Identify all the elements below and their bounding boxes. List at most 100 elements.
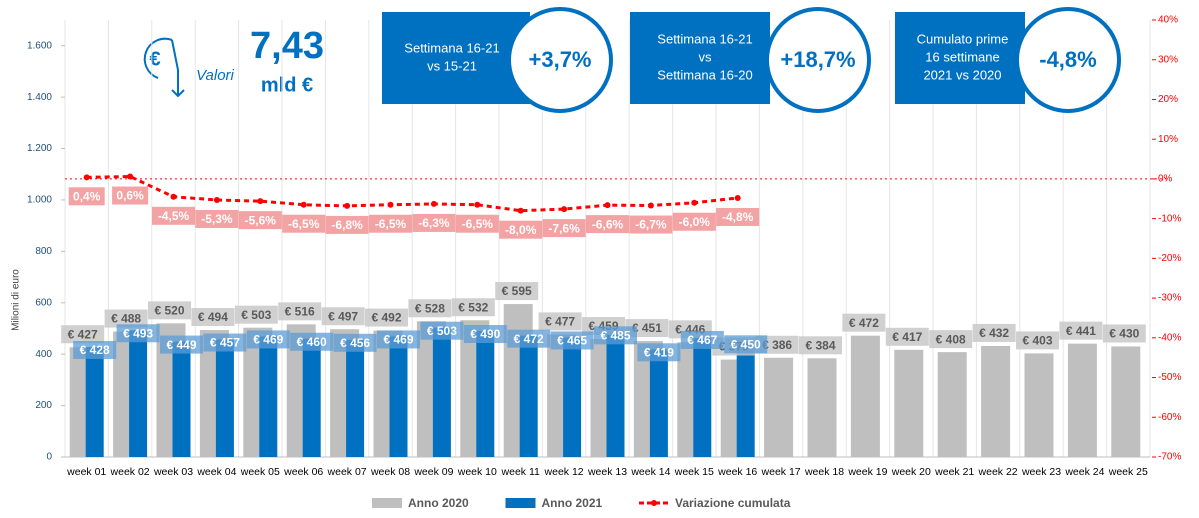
x-tick-label: week 23 (1021, 466, 1061, 478)
data-label-box (672, 212, 716, 231)
x-tick-label: week 19 (847, 466, 887, 478)
kpi-text: Settimana 16-21 (657, 31, 752, 46)
kpi-text: vs 15-21 (427, 58, 477, 73)
data-label: € 485 (600, 328, 630, 342)
kpi-text: Cumulato prime (917, 31, 1009, 46)
data-label: -6,5% (288, 217, 320, 231)
x-tick-label: week 09 (413, 466, 453, 478)
data-label: € 428 (80, 343, 110, 357)
legend-swatch (505, 498, 536, 508)
data-label: € 469 (383, 333, 413, 347)
kpi-box (382, 12, 530, 104)
data-label: € 427 (68, 327, 98, 341)
data-label-box (507, 329, 551, 348)
y-axis-label: Milioni di euro (11, 269, 22, 331)
data-label-box (594, 326, 637, 345)
bar (563, 337, 582, 457)
data-label-box (629, 215, 673, 234)
kpi-value: -4,8% (1039, 47, 1096, 72)
headline-caption: Valori (196, 67, 234, 84)
x-tick-label: week 21 (934, 466, 974, 478)
data-label-box (724, 335, 768, 354)
data-label: € 451 (632, 321, 662, 335)
bar (259, 336, 278, 457)
x-tick-label: week 16 (717, 466, 757, 478)
bar (764, 357, 794, 457)
legend-swatch (372, 498, 402, 508)
data-label: -4,8% (722, 210, 754, 224)
y-tick-label: 1.000 (27, 195, 52, 206)
bar (736, 341, 755, 457)
y-tick-label: 800 (35, 246, 52, 257)
x-tick-label: week 10 (457, 466, 497, 478)
legend-label: Variazione cumulata (675, 496, 791, 510)
data-label-box (116, 324, 160, 343)
data-label-box (929, 330, 973, 349)
data-label-box (495, 282, 539, 301)
euro-icon: € (143, 37, 185, 98)
svg-text:€: € (149, 48, 160, 70)
bar (1067, 343, 1097, 457)
kpi-text: Settimana 16-21 (404, 40, 499, 55)
x-tick-label: week 25 (1108, 466, 1148, 478)
data-label: € 417 (892, 330, 922, 344)
data-label-box (412, 213, 456, 232)
x-tick-label: week 11 (501, 466, 540, 478)
x-tick-label: week 18 (804, 466, 844, 478)
data-label: € 384 (805, 338, 835, 352)
data-label-box (104, 309, 148, 328)
bar (894, 349, 924, 457)
y2-tick-label: -50% (1158, 372, 1181, 383)
data-label: € 419 (644, 345, 674, 359)
x-tick-label: week 03 (153, 466, 193, 478)
data-label-box (1102, 324, 1146, 343)
data-label: € 432 (979, 326, 1009, 340)
data-label: -7,6% (548, 221, 580, 235)
data-label-box (112, 186, 149, 205)
data-label-box (637, 343, 681, 362)
bar (346, 339, 365, 457)
line-point (213, 196, 220, 203)
data-label: -6,0% (679, 215, 711, 229)
data-label: -5,6% (245, 213, 277, 227)
bar (85, 346, 104, 457)
kpi-circle (507, 7, 613, 113)
line-point (517, 207, 524, 214)
x-tick-label: week 01 (66, 466, 106, 478)
data-label-box (408, 299, 452, 318)
x-tick-label: week 02 (110, 466, 150, 478)
bar (649, 349, 668, 457)
x-tick-label: week 06 (283, 466, 323, 478)
data-label: 0,6% (116, 189, 144, 203)
data-label: € 386 (762, 338, 792, 352)
data-label: € 465 (557, 334, 587, 348)
data-label-box (246, 330, 290, 349)
data-label-box (290, 332, 334, 351)
y-tick-label: 600 (35, 297, 52, 308)
bar (937, 352, 967, 457)
data-label-box (282, 214, 326, 233)
y2-tick-label: -70% (1158, 452, 1181, 463)
bar (476, 331, 495, 457)
data-label-box (365, 308, 408, 327)
legend-label: Anno 2020 (408, 496, 469, 510)
line-point (257, 198, 264, 205)
y2-tick-label: -30% (1158, 293, 1181, 304)
data-label-box (191, 308, 235, 327)
data-label-box (160, 335, 203, 354)
data-label: € 441 (1066, 324, 1096, 338)
line-point (691, 199, 698, 206)
y-tick-label: 1.200 (27, 143, 52, 154)
legend-label: Anno 2021 (542, 496, 603, 510)
data-label-box (1016, 331, 1059, 350)
line-point (83, 174, 90, 181)
x-tick-label: week 17 (761, 466, 801, 478)
y2-tick-label: 20% (1158, 94, 1178, 105)
data-label-box (325, 215, 369, 234)
data-label: € 408 (936, 332, 966, 346)
data-label: € 403 (1022, 334, 1052, 348)
data-label: € 456 (340, 336, 370, 350)
data-label: € 472 (514, 332, 544, 346)
kpi-value: +18,7% (780, 47, 855, 72)
x-tick-label: week 24 (1064, 466, 1104, 478)
